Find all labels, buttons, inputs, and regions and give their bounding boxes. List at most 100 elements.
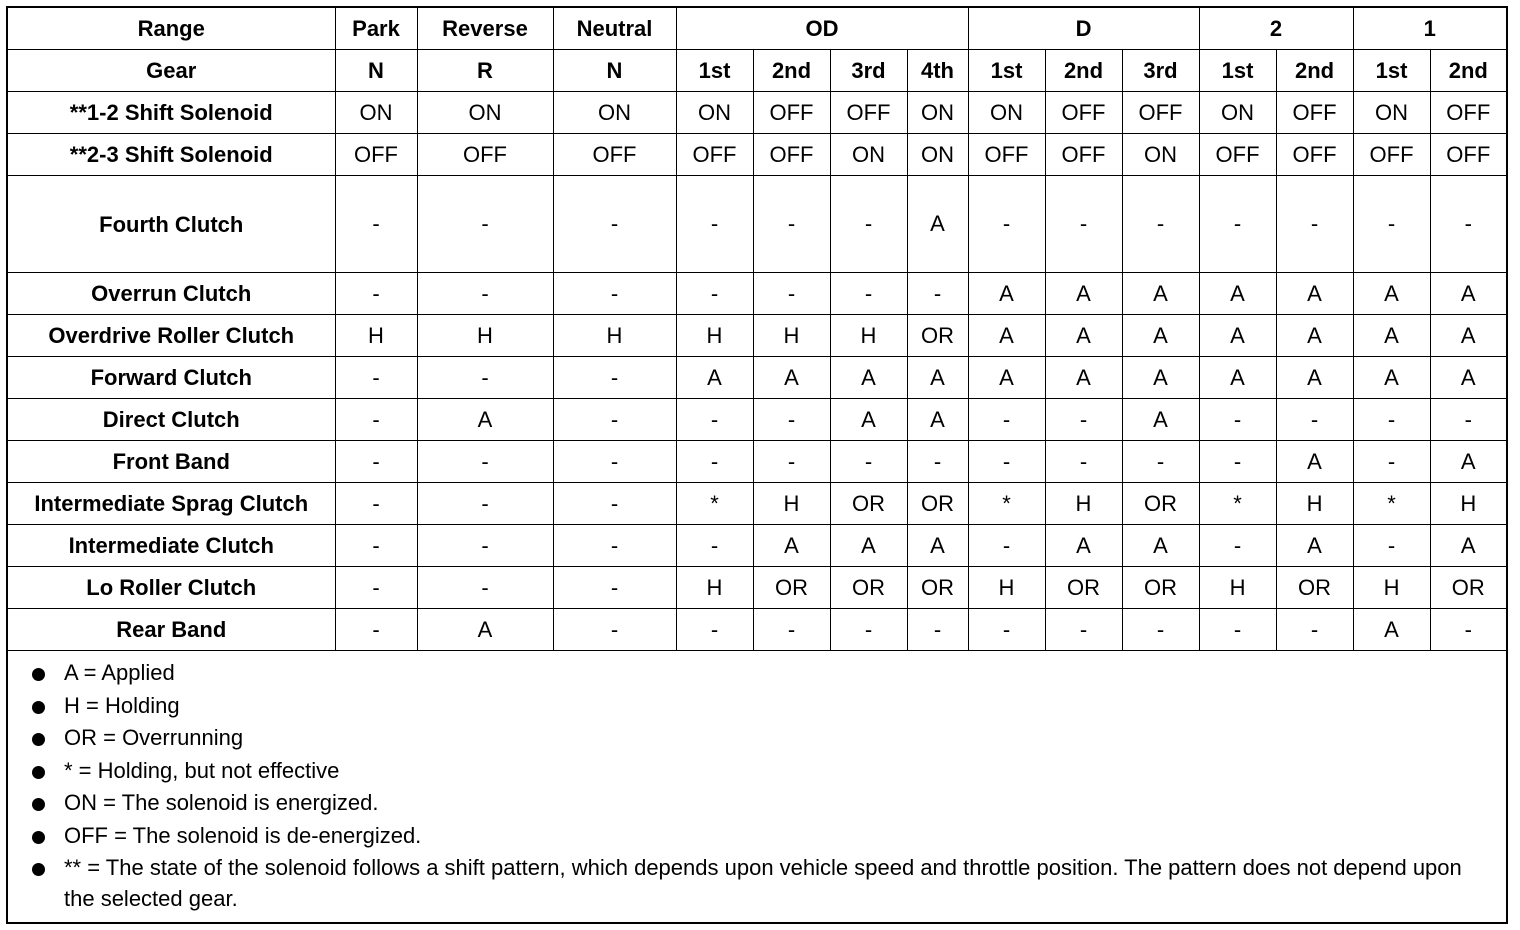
table-cell: A [1044,314,1123,357]
table-cell: - [1352,524,1431,567]
table-cell: - [1429,398,1508,441]
table-cell: A [1352,608,1431,651]
table-cell: * [1352,482,1431,525]
table-cell: A [829,524,908,567]
gear-header: 1st [967,49,1046,92]
table-row: Fourth Clutch - - - - - - A - - - - - - - [6,175,1508,273]
row-label: Front Band [6,440,336,483]
table-cell: A [906,524,969,567]
table-cell: - [829,440,908,483]
table-cell: OFF [1429,91,1508,134]
table-row: Rear Band - A - - - - - - - - - - A - [6,608,1508,651]
table-cell: OFF [829,91,908,134]
table-cell: - [752,608,831,651]
table-cell: - [416,356,554,399]
table-cell: H [752,314,831,357]
table-cell: A [906,175,969,273]
table-cell: OFF [552,133,677,176]
gear-header: 2nd [1044,49,1123,92]
table-cell: A [1429,272,1508,315]
table-cell: - [1044,398,1123,441]
table-cell: - [1198,175,1277,273]
table-cell: - [1198,398,1277,441]
table-cell: ON [1121,133,1200,176]
table-cell: ON [416,91,554,134]
table-cell: A [906,356,969,399]
table-cell: A [416,398,554,441]
table-cell: A [829,356,908,399]
range-label: Range [6,6,336,50]
table-cell: - [829,608,908,651]
table-cell: - [552,272,677,315]
legend-item: ** = The state of the solenoid follows a… [32,852,1496,914]
row-label: Rear Band [6,608,336,651]
table-cell: A [1198,356,1277,399]
table-cell: OFF [416,133,554,176]
table-cell: OFF [675,133,754,176]
table-cell: OR [1044,566,1123,609]
table-cell: - [334,398,418,441]
gear-header: N [552,49,677,92]
table-cell: - [334,175,418,273]
table-cell: OFF [1198,133,1277,176]
table-cell: - [1044,175,1123,273]
table-cell: - [552,608,677,651]
table-cell: A [1121,314,1200,357]
table-cell: - [675,398,754,441]
gear-header: N [334,49,418,92]
table-cell: - [334,608,418,651]
table-cell: - [416,524,554,567]
table-cell: - [829,175,908,273]
table-cell: - [1352,175,1431,273]
table-cell: OR [1121,566,1200,609]
table-cell: OR [906,482,969,525]
table-cell: H [1044,482,1123,525]
table-cell: H [416,314,554,357]
table-cell: A [1352,356,1431,399]
table-cell: H [752,482,831,525]
table-cell: H [1429,482,1508,525]
table-cell: A [1352,272,1431,315]
table-cell: - [416,272,554,315]
table-cell: - [334,524,418,567]
table-cell: - [967,524,1046,567]
table-cell: - [967,440,1046,483]
table-cell: A [1121,524,1200,567]
table-cell: ON [1198,91,1277,134]
table-cell: H [675,566,754,609]
table-cell: A [1352,314,1431,357]
table-cell: - [1275,608,1354,651]
table-cell: A [967,356,1046,399]
table-cell: H [1198,566,1277,609]
table-cell: - [334,440,418,483]
row-label: Lo Roller Clutch [6,566,336,609]
table-cell: - [552,524,677,567]
gear-header: 2nd [1429,49,1508,92]
table-cell: OR [906,314,969,357]
table-cell: - [1198,608,1277,651]
row-label: Fourth Clutch [6,175,336,273]
range-header: Neutral [552,6,677,50]
legend-item: OFF = The solenoid is de-energized. [32,820,1496,853]
table-cell: - [1121,608,1200,651]
table-cell: - [552,398,677,441]
table-row: Front Band - - - - - - - - - - - A - A [6,440,1508,483]
table-cell: - [829,272,908,315]
table-row: Forward Clutch - - - A A A A A A A A A A A [6,356,1508,399]
table-cell: A [1044,524,1123,567]
table-cell: A [675,356,754,399]
table-cell: A [752,356,831,399]
table-cell: - [1352,398,1431,441]
table-cell: A [967,314,1046,357]
clutch-application-table: Range Park Reverse Neutral OD D 2 1 Gear N R N 1s… [6,6,1509,924]
table-row: Intermediate Sprag Clutch - - - * H OR OR * H OR * H… [6,482,1508,525]
table-cell: - [416,482,554,525]
row-label: **2-3 Shift Solenoid [6,133,336,176]
table-cell: - [552,482,677,525]
legend-item: OR = Overrunning [32,722,1496,755]
table-cell: OFF [752,133,831,176]
gear-header: 1st [675,49,754,92]
table-cell: A [416,608,554,651]
table-row: Lo Roller Clutch - - - H OR OR OR H OR OR H OR H OR [6,566,1508,609]
table-cell: A [1198,272,1277,315]
